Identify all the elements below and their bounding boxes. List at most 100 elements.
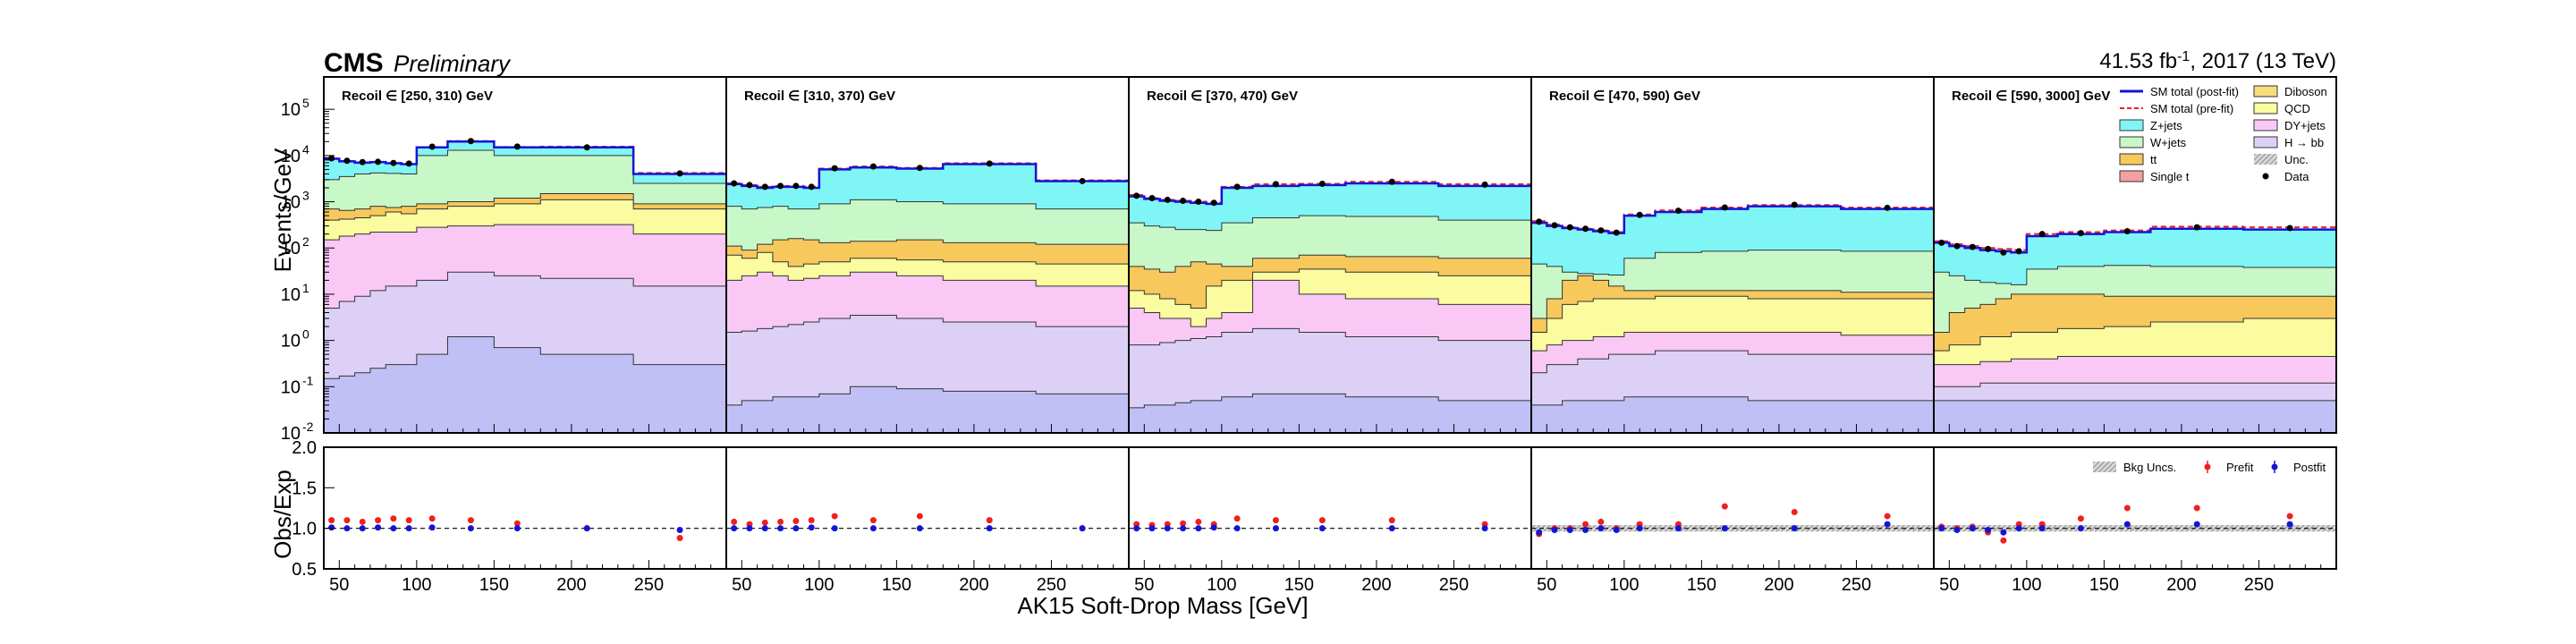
panel-content [1129, 178, 1531, 433]
postfit-point [1721, 525, 1728, 532]
data-point [1636, 211, 1643, 218]
data-point [1791, 201, 1798, 208]
ratio-legend-item: Prefit [2204, 461, 2254, 474]
ratio-legend-item: Postfit [2271, 461, 2326, 474]
x-tick-label: 250 [1037, 575, 1066, 595]
data-point [1079, 177, 1086, 184]
data-point [1884, 204, 1891, 211]
data-point [359, 158, 366, 165]
lumi-label: 41.53 fb-1, 2017 (13 TeV) [2099, 49, 2336, 74]
panel-content [324, 138, 726, 433]
postfit-point [761, 525, 768, 532]
data-point [1536, 218, 1543, 225]
data-point [792, 182, 800, 190]
x-tick-label: 150 [479, 575, 509, 595]
x-tick-label: 250 [2244, 575, 2274, 595]
postfit-point [1791, 525, 1798, 532]
legend-swatch [2253, 136, 2278, 148]
data-point [1969, 243, 1976, 250]
postfit-point [328, 524, 335, 531]
data-point [761, 183, 768, 191]
postfit-point [869, 525, 877, 532]
prefit-point [428, 515, 436, 522]
data-point [1148, 194, 1156, 201]
data-point [583, 144, 590, 151]
x-tick-label: 150 [1687, 575, 1716, 595]
legend-label: DY+jets [2284, 119, 2326, 132]
legend-item: H → bb [2253, 136, 2324, 149]
postfit-point [375, 524, 382, 531]
legend-swatch [2253, 85, 2278, 97]
data-point [1318, 180, 1326, 187]
ratio-legend-label: Bkg Uncs. [2123, 461, 2176, 474]
x-tick-label: 200 [2166, 575, 2196, 595]
data-point [831, 165, 838, 172]
ratio-y-tick-label: 2.0 [292, 438, 317, 458]
data-point [2000, 249, 2007, 256]
legend-item: tt [2119, 153, 2157, 166]
postfit-point [1884, 521, 1891, 528]
prefit-point [1195, 518, 1202, 525]
prefit-point [761, 519, 768, 526]
data-point [328, 155, 335, 162]
prefit-point [1388, 517, 1395, 524]
ratio-frame [1530, 446, 1935, 570]
data-point [1938, 239, 1945, 246]
ratio-panel-5 [1933, 446, 2337, 570]
panel-3: Recoil ∈ [370, 470) GeV [1128, 76, 1532, 434]
postfit-point [1318, 525, 1326, 532]
prefit-point [1884, 513, 1891, 520]
postfit-point [1985, 526, 1992, 533]
panel-label: Recoil ∈ [590, 3000] GeV [1952, 89, 2110, 104]
x-tick-label: 50 [1537, 575, 1556, 595]
x-tick-label: 100 [2012, 575, 2041, 595]
x-tick-label: 100 [1207, 575, 1236, 595]
experiment-label: CMS [324, 48, 384, 78]
legend-label: tt [2150, 153, 2157, 166]
postfit-point [1148, 525, 1156, 532]
data-point [2123, 228, 2131, 235]
prefit-point [1180, 520, 1187, 527]
prefit-point [808, 517, 815, 524]
postfit-point [831, 525, 838, 532]
legend: SM total (post-fit) Diboson SM total (pre-… [2119, 85, 2327, 183]
legend-item: Data [2262, 170, 2309, 183]
x-tick-label: 50 [1134, 575, 1154, 595]
prefit-point [869, 517, 877, 524]
data-point [390, 159, 397, 166]
legend-label: Z+jets [2150, 119, 2182, 132]
data-point [1272, 181, 1279, 188]
postfit-point [916, 525, 923, 532]
stack-extra [324, 336, 726, 433]
prefit-point [916, 513, 923, 520]
stack-extra [1129, 393, 1531, 433]
postfit-point [467, 525, 474, 532]
x-tick-label: 50 [732, 575, 751, 595]
postfit-point [792, 525, 800, 532]
data-point [1210, 199, 1217, 207]
y-tick-exp: 5 [302, 96, 309, 110]
postfit-point [1180, 525, 1187, 532]
ratio-y-tick-label: 0.5 [292, 560, 317, 580]
data-point [1233, 183, 1241, 191]
postfit-point [1613, 526, 1620, 533]
postfit-point [1969, 525, 1976, 532]
prefit-point [375, 517, 382, 524]
postfit-line [726, 163, 1129, 190]
postfit-point [1210, 524, 1217, 531]
x-tick-label: 250 [1842, 575, 1871, 595]
legend-swatch [2253, 102, 2278, 114]
postfit-point [1481, 525, 1488, 532]
data-point [1721, 204, 1728, 211]
panel-label: Recoil ∈ [310, 370) GeV [744, 89, 895, 104]
prefit-point [2193, 504, 2200, 512]
y-tick-label: 10 [281, 285, 301, 305]
postfit-point [1536, 529, 1543, 536]
panel-content [726, 160, 1129, 433]
data-point [1674, 208, 1682, 215]
ratio-legend: Bkg Uncs. Prefit Postfit [2093, 461, 2326, 474]
ratio-frame [1128, 446, 1532, 570]
y-tick-label: 10 [281, 424, 301, 444]
data-point [869, 163, 877, 170]
ratio-panel-2 [725, 446, 1130, 570]
